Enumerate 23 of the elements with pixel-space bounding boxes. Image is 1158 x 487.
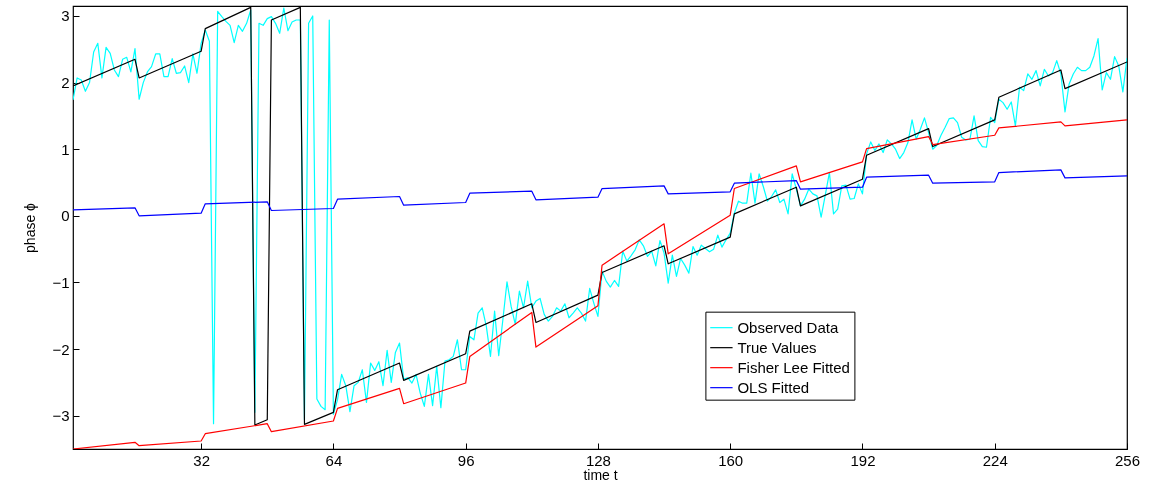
x-tick-label: 256 [1114,451,1141,469]
legend-label: OLS Fitted [737,378,810,396]
x-tick-label: 64 [325,451,343,469]
y-tick-label: 3 [61,7,70,25]
x-tick-label: 128 [585,451,611,469]
y-axis-title: phase ϕ [22,202,39,253]
x-tick-label: 96 [457,451,475,469]
x-axis-title: time t [583,466,618,483]
y-tick-label: 0 [61,207,70,225]
line-series [73,169,1127,217]
legend-label: Fisher Lee Fitted [737,358,850,376]
x-tick-label: 224 [982,451,1008,469]
y-tick-label: 1 [61,140,70,158]
legend-label: Observed Data [737,318,839,336]
line-series [73,119,1127,449]
x-tick-label: 32 [193,451,210,469]
y-tick-label: −1 [52,273,70,291]
x-tick-label: 192 [850,451,876,469]
y-tick-label: −2 [52,340,70,358]
y-tick-label: 2 [61,74,70,92]
legend-label: True Values [737,338,817,356]
x-tick-label: 160 [718,451,744,469]
y-tick-label: −3 [52,407,70,425]
